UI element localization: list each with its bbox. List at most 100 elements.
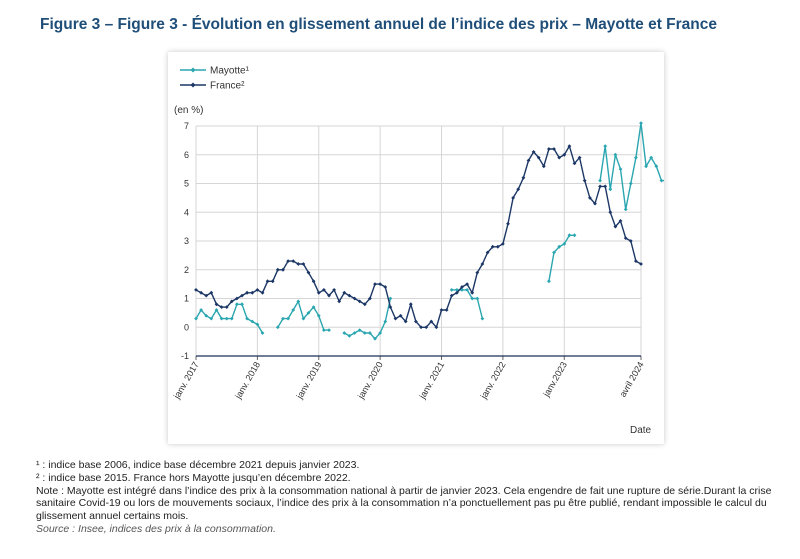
data-point-mayotte [618,167,623,171]
legend-label-mayotte: Mayotte¹ [210,66,250,77]
data-point-france [603,184,608,189]
data-point-mayotte [383,319,388,324]
data-point-france [490,244,495,249]
x-tick-label: janv. 2020 [355,360,385,401]
data-point-france [434,325,439,330]
data-point-france [194,288,198,292]
data-point-france [291,259,296,263]
series-line-mayotte [195,303,264,334]
x-tick-label: janv. 2021 [417,360,447,401]
data-point-mayotte [219,316,224,321]
y-tick-label: 1 [184,294,189,304]
data-point-france [281,267,285,272]
data-point-mayotte [460,288,464,292]
data-point-france [552,147,556,151]
y-tick-label: 7 [184,121,189,131]
data-point-mayotte [623,207,628,212]
data-point-france [342,290,347,295]
source-note: Source : Insee, indices des prix à la co… [36,522,276,535]
data-point-mayotte [291,308,296,312]
data-point-mayotte [296,299,301,304]
data-point-france [347,293,352,298]
data-point-france [634,259,638,263]
x-tick-label: janv. 2019 [294,360,324,401]
legend-marker-france [190,82,196,88]
y-axis-label: (en %) [174,105,203,116]
series-line-france [195,145,642,328]
data-point-france [541,164,546,169]
data-point-france [465,282,469,286]
data-point-france [403,319,408,324]
legend: Mayotte¹ France² [180,66,250,92]
data-point-france [536,155,541,160]
data-point-france [608,210,613,215]
data-point-mayotte [547,279,551,284]
data-point-france [373,282,377,286]
data-point-mayotte [250,319,255,324]
series-line-mayotte [277,300,329,331]
data-point-mayotte [613,152,618,157]
data-point-mayotte [275,325,280,330]
data-point-france [209,290,214,295]
data-point-mayotte [598,178,602,183]
data-point-mayotte [373,336,377,341]
data-point-france [429,319,434,324]
data-point-france [270,279,275,284]
data-point-france [475,270,480,275]
data-point-mayotte [260,331,265,335]
data-point-france [337,299,342,304]
y-tick-label: 0 [184,322,189,332]
data-point-mayotte [480,316,485,321]
data-point-france [275,267,280,272]
data-point-mayotte [659,178,664,183]
data-point-france [572,161,577,166]
data-point-mayotte [214,308,219,312]
y-tick-label: -1 [181,351,189,361]
data-point-mayotte [449,288,454,292]
data-point-mayotte [357,328,362,332]
footnote-2: ² : indice base 2015. France hors Mayott… [36,471,351,484]
data-point-mayotte [572,233,577,238]
data-point-mayotte [224,316,229,321]
data-point-mayotte [199,308,203,312]
x-tick-label: janv.2023 [541,360,569,399]
data-point-france [368,296,372,301]
chart-card: Mayotte¹ France² (en %) Date -1 0 1 2 3 4 5 6 7 j… [168,52,664,444]
data-point-france [214,302,219,307]
data-point-france [388,305,393,309]
data-point-france [449,293,454,298]
x-tick-label: janv. 2018 [233,360,263,401]
grid [195,125,642,356]
data-point-france [301,262,306,266]
data-point-france [245,290,249,295]
data-point-mayotte [229,316,234,321]
data-point-mayotte [286,316,290,321]
data-point-france [577,155,582,160]
data-point-mayotte [654,164,659,169]
series-line-mayotte [599,122,664,211]
data-point-france [526,158,531,163]
data-point-france [306,270,311,275]
footnote-1: ¹ : indice base 2006, indice base décemb… [36,459,360,471]
data-point-france [455,290,459,295]
data-point-france [623,236,628,240]
data-point-france [316,290,321,295]
data-point-mayotte [634,155,638,160]
data-point-mayotte [562,242,567,246]
data-point-mayotte [557,244,562,249]
series-line-mayotte [548,234,575,282]
data-point-france [582,178,587,183]
data-point-france [557,155,562,160]
x-tick-label: janv. 2022 [478,360,508,401]
data-point-france [327,293,331,298]
data-point-mayotte [347,334,352,338]
data-point-mayotte [368,331,372,335]
data-point-mayotte [322,328,326,332]
data-point-france [480,262,485,266]
data-point-mayotte [327,328,331,332]
data-point-mayotte [628,181,633,186]
data-point-france [547,147,551,151]
y-tick-label: 5 [184,179,189,189]
data-point-mayotte [240,302,244,307]
data-point-france [408,302,413,307]
